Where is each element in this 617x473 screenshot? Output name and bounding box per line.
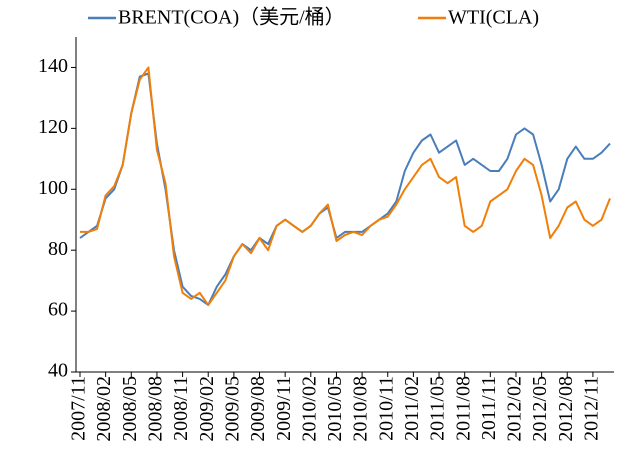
x-tick-label: 2008/11	[170, 376, 192, 441]
x-tick-label: 2012/08	[555, 376, 577, 442]
x-tick-label: 2012/02	[504, 376, 526, 442]
x-tick-label: 2011/08	[452, 376, 474, 441]
legend-label: BRENT(COA)（美元/桶）	[118, 6, 345, 29]
series-line	[80, 66, 611, 306]
y-tick-label: 80	[48, 238, 68, 260]
x-tick-label: 2009/11	[273, 376, 295, 441]
y-tick-label: 120	[38, 116, 68, 138]
x-tick-label: 2009/05	[221, 376, 243, 442]
y-tick-label: 140	[38, 55, 68, 77]
x-tick-label: 2010/11	[375, 376, 397, 441]
y-tick-label: 100	[38, 177, 68, 199]
series-line	[79, 72, 611, 306]
x-tick-label: 2008/05	[119, 376, 141, 442]
x-tick-label: 2007/11	[68, 376, 90, 441]
legend-label: WTI(CLA)	[448, 7, 539, 29]
x-tick-label: 2009/08	[247, 376, 269, 442]
x-tick-label: 2011/02	[401, 376, 423, 441]
x-tick-label: 2009/02	[196, 376, 218, 442]
x-tick-label: 2010/02	[298, 376, 320, 442]
y-tick-label: 60	[48, 299, 68, 321]
x-tick-label: 2010/08	[350, 376, 372, 442]
x-tick-label: 2010/05	[324, 376, 346, 442]
y-tick-label: 40	[48, 360, 68, 382]
x-tick-label: 2012/11	[580, 376, 602, 441]
x-tick-label: 2008/08	[145, 376, 167, 442]
x-tick-label: 2012/05	[529, 376, 551, 442]
x-tick-label: 2011/05	[427, 376, 449, 441]
x-tick-label: 2011/11	[478, 376, 500, 440]
x-tick-label: 2008/02	[93, 376, 115, 442]
